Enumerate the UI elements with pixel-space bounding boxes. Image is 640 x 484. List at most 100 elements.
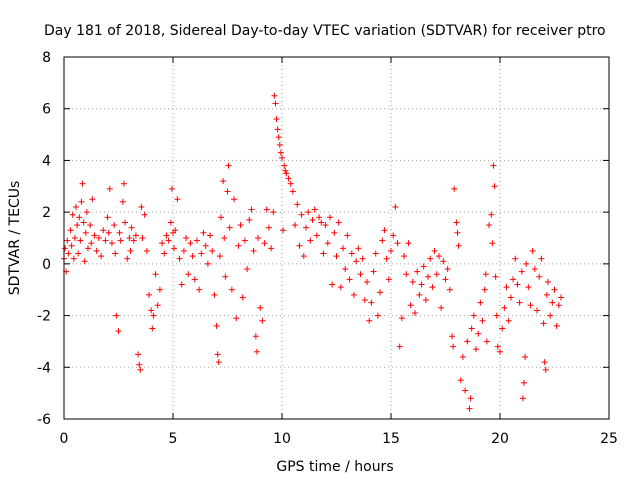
data-point <box>326 214 333 221</box>
data-point <box>65 250 72 257</box>
data-point <box>261 240 268 247</box>
data-point <box>136 361 143 368</box>
data-point <box>215 359 222 366</box>
data-point <box>273 116 280 123</box>
data-point <box>555 302 562 309</box>
data-point <box>200 229 207 236</box>
data-point <box>76 214 83 221</box>
data-point <box>71 235 78 241</box>
data-point <box>457 377 464 384</box>
data-point <box>185 271 192 278</box>
data-point <box>296 242 303 249</box>
data-point <box>120 180 127 187</box>
data-point <box>446 286 453 293</box>
data-point <box>108 240 115 247</box>
data-point <box>255 235 262 241</box>
data-point <box>165 237 172 244</box>
data-point <box>214 351 221 358</box>
y-tick-label: -4 <box>37 360 51 376</box>
data-point <box>168 185 175 192</box>
data-point <box>82 229 89 236</box>
data-point <box>464 338 471 345</box>
data-point <box>536 273 543 280</box>
data-point <box>126 235 133 241</box>
data-point <box>514 281 521 288</box>
data-point <box>163 232 170 239</box>
data-point <box>287 180 294 187</box>
data-point <box>505 317 512 324</box>
data-point <box>493 312 500 319</box>
data-point <box>531 266 538 273</box>
data-point <box>396 343 403 350</box>
data-point <box>244 266 251 273</box>
data-point <box>488 211 495 218</box>
data-point <box>454 229 461 236</box>
data-point <box>411 309 418 316</box>
y-tick-label: 4 <box>42 153 51 169</box>
data-point <box>183 235 190 241</box>
data-point <box>442 276 449 283</box>
data-point <box>113 312 120 319</box>
data-point <box>353 258 360 265</box>
data-point <box>198 250 205 257</box>
data-point <box>468 325 475 332</box>
data-point <box>450 343 457 350</box>
data-point <box>479 317 486 324</box>
data-point <box>84 245 91 252</box>
data-point <box>138 203 145 210</box>
data-point <box>270 209 277 216</box>
data-point <box>88 240 95 247</box>
data-point <box>429 284 436 291</box>
data-point <box>148 307 155 314</box>
data-point <box>77 237 84 244</box>
data-point <box>473 346 480 353</box>
data-point <box>224 188 231 195</box>
data-point <box>115 328 122 335</box>
data-point <box>385 276 392 283</box>
data-point <box>529 247 536 254</box>
data-point <box>542 366 549 373</box>
data-point <box>217 214 224 221</box>
data-point <box>346 276 353 283</box>
data-point <box>221 235 228 241</box>
data-point <box>499 325 506 332</box>
data-point <box>475 330 482 337</box>
data-point <box>235 242 242 249</box>
data-point <box>176 255 183 262</box>
data-point <box>481 286 488 293</box>
data-point <box>383 255 390 262</box>
y-tick-label: 6 <box>42 102 51 118</box>
data-point <box>551 286 558 293</box>
data-point <box>294 201 301 208</box>
data-point <box>344 232 351 239</box>
x-tick-label: 10 <box>273 431 291 447</box>
data-point <box>83 209 90 216</box>
data-point <box>379 237 386 244</box>
data-point <box>444 266 451 273</box>
data-point <box>490 162 497 169</box>
data-point <box>187 240 194 247</box>
data-point <box>167 219 174 226</box>
data-point <box>80 219 87 226</box>
y-tick-label: -6 <box>37 412 51 428</box>
data-point <box>451 185 458 192</box>
data-point <box>139 235 146 241</box>
data-point <box>152 271 159 278</box>
data-point <box>491 183 498 190</box>
data-point <box>544 278 551 285</box>
data-point <box>79 180 86 187</box>
x-tick-label: 15 <box>382 431 400 447</box>
data-point <box>172 227 179 234</box>
data-point <box>211 291 218 298</box>
data-point <box>414 268 421 275</box>
data-point <box>272 100 279 107</box>
data-point <box>318 219 325 226</box>
data-point <box>100 227 107 234</box>
data-point <box>519 395 526 402</box>
data-point <box>492 273 499 280</box>
data-point <box>91 232 98 239</box>
data-point <box>104 214 111 221</box>
data-point <box>368 299 375 306</box>
data-points <box>61 92 565 412</box>
data-point <box>149 325 156 332</box>
